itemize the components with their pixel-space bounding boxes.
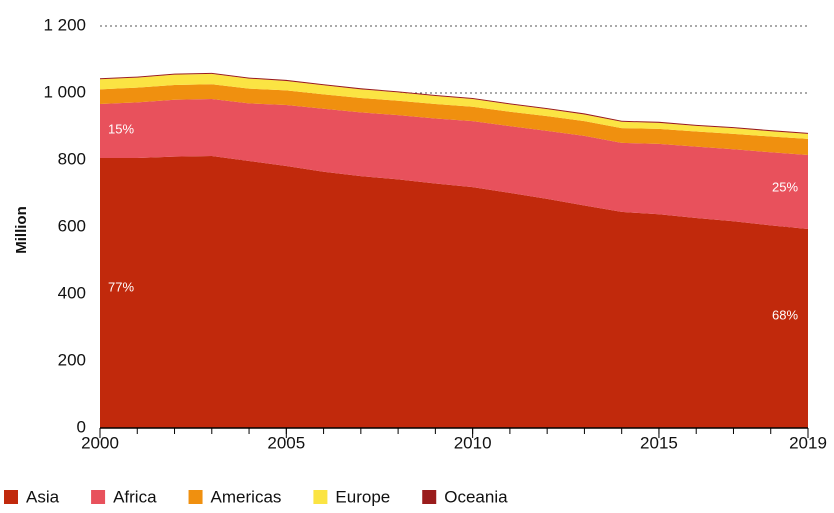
x-tick-label: 2019 [789,433,827,452]
legend-label: Oceania [444,487,508,506]
y-tick-label: 200 [58,350,86,369]
area [100,72,808,134]
legend-label: Europe [335,487,390,506]
legend-label: Americas [211,487,282,506]
area [100,84,808,155]
y-tick-label: 1 200 [43,15,86,34]
legend-swatch [422,490,437,504]
annotation: 15% [108,121,134,136]
legend-swatch [188,490,203,504]
y-tick-label: 0 [77,417,86,436]
area [100,73,808,139]
legend-swatch [313,490,328,504]
y-tick-label: 400 [58,283,86,302]
y-tick-label: 600 [58,216,86,235]
x-tick-label: 2010 [454,433,492,452]
x-tick-label: 2005 [267,433,305,452]
legend-swatch [91,490,106,504]
x-tick-label: 2015 [640,433,678,452]
annotation: 77% [108,279,134,294]
legend-swatch [4,490,18,504]
y-axis-label: Million [13,206,30,254]
x-tick-label: 2000 [81,433,119,452]
y-tick-label: 1 000 [43,82,86,101]
area [100,155,808,429]
annotation: 25% [772,179,798,194]
legend-label: Africa [113,487,157,506]
legend-label: Asia [26,487,60,506]
area [100,99,808,230]
annotation: 68% [772,307,798,322]
y-tick-label: 800 [58,149,86,168]
